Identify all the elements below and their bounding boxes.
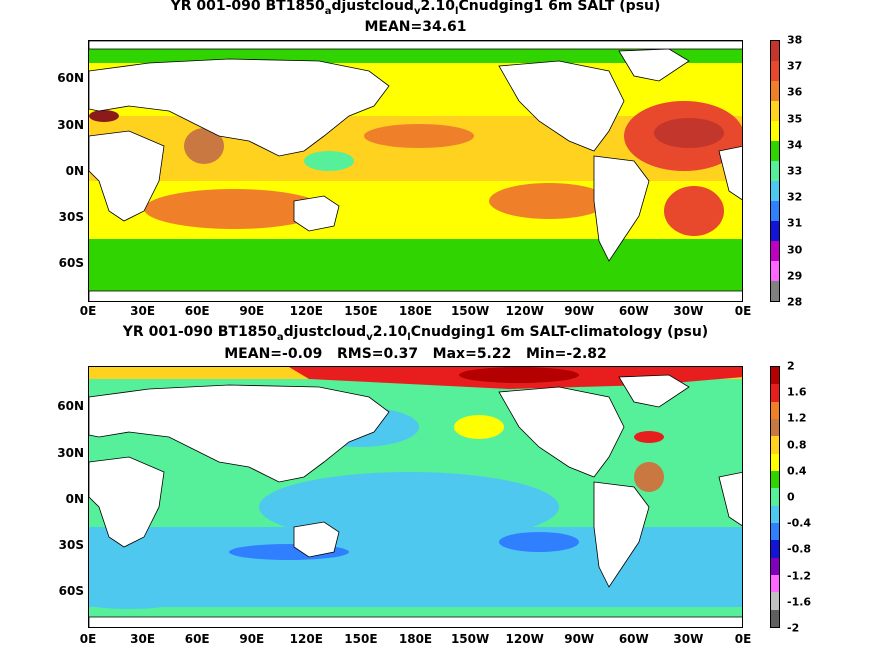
colorbar-segment [771,281,779,301]
bottom-ytick: 30N [57,446,84,460]
top-xtick: 90W [564,304,595,318]
colorbar-segment [771,241,779,261]
top-xtick: 150W [450,304,490,318]
bottom-xtick: 120E [289,632,323,646]
colorbar-segment [771,557,779,575]
bottom-ytick: 30S [58,538,84,552]
colorbar-segment [771,221,779,241]
colorbar-label: -1.6 [787,595,812,609]
colorbar-label: -0.8 [787,542,812,556]
colorbar-label: 1.6 [787,385,807,399]
colorbar-label: 30 [787,243,803,257]
colorbar-label: 37 [787,59,803,73]
top-xtick: 90E [239,304,265,318]
colorbar-segment [771,41,779,61]
top-title: YR 001-090 BT1850adjustcloudv2.10lCnudgi… [170,0,661,17]
colorbar-segment [771,261,779,281]
bottom-xtick: 60W [618,632,649,646]
colorbar-segment [771,470,779,489]
top-colorbar [770,40,780,302]
top-xtick: 60W [618,304,649,318]
colorbar-label: 32 [787,190,803,204]
top-ytick: 30S [58,210,84,224]
bottom-xtick: 180E [398,632,433,646]
top-xtick: 120W [505,304,544,318]
top-ytick: 30N [57,118,84,132]
bottom-title: YR 001-090 BT1850adjustcloudv2.10lCnudgi… [122,324,709,343]
colorbar-label: 34 [787,138,803,152]
colorbar-segment [771,401,779,419]
top-ytick: 60S [58,256,84,270]
colorbar-segment [771,61,779,81]
colorbar-label: -1.2 [787,569,812,583]
colorbar-segment [771,540,779,558]
bottom-xtick: 30E [130,632,156,646]
bottom-ytick: 0N [65,492,84,506]
colorbar-segment [771,121,779,141]
colorbar-label: 0 [787,490,795,504]
top-stats: MEAN=34.61 [364,19,467,35]
colorbar-segment [771,101,779,121]
bottom-ytick: 60N [57,399,84,413]
colorbar-segment [771,592,779,610]
colorbar-segment [771,81,779,101]
colorbar-label: 31 [787,216,803,230]
colorbar-segment [771,488,779,506]
bottom-colorbar [770,366,780,628]
top-ytick: 0N [65,164,84,178]
colorbar-label: -2 [787,621,800,635]
colorbar-label: 35 [787,112,803,126]
bottom-xtick: 150W [450,632,490,646]
bottom-xtick: 150E [344,632,378,646]
bottom-xtick: 0E [734,632,752,646]
bottom-xtick: 120W [505,632,544,646]
colorbar-segment [771,161,779,181]
colorbar-label: 0.4 [787,464,807,478]
top-xtick: 0E [79,304,97,318]
top-xtick: 120E [289,304,323,318]
bottom-xtick: 30W [673,632,704,646]
colorbar-segment [771,141,779,161]
colorbar-label: 1.2 [787,411,807,425]
colorbar-segment [771,367,779,385]
bottom-stats: MEAN=-0.09 RMS=0.37 Max=5.22 Min=-2.82 [224,346,607,362]
colorbar-segment [771,418,779,437]
bottom-map [88,366,743,628]
colorbar-segment [771,522,779,541]
colorbar-segment [771,453,779,471]
top-xtick: 60E [184,304,210,318]
colorbar-segment [771,436,779,454]
colorbar-segment [771,609,779,627]
colorbar-label: -0.4 [787,516,812,530]
colorbar-label: 33 [787,164,803,178]
colorbar-segment [771,574,779,593]
colorbar-label: 0.8 [787,438,807,452]
top-xtick: 0E [734,304,752,318]
bottom-xtick: 90W [564,632,595,646]
top-ytick: 60N [57,71,84,85]
colorbar-segment [771,384,779,402]
top-xtick: 30E [130,304,156,318]
top-xtick: 30W [673,304,704,318]
colorbar-label: 29 [787,269,803,283]
colorbar-segment [771,181,779,201]
bottom-xtick: 60E [184,632,210,646]
bottom-xtick: 0E [79,632,97,646]
colorbar-label: 28 [787,295,803,309]
bottom-xtick: 90E [239,632,265,646]
colorbar-label: 36 [787,85,803,99]
top-xtick: 150E [344,304,378,318]
colorbar-segment [771,505,779,523]
colorbar-segment [771,201,779,221]
top-map [88,40,743,302]
top-xtick: 180E [398,304,433,318]
colorbar-label: 2 [787,359,795,373]
colorbar-label: 38 [787,33,803,47]
bottom-ytick: 60S [58,584,84,598]
